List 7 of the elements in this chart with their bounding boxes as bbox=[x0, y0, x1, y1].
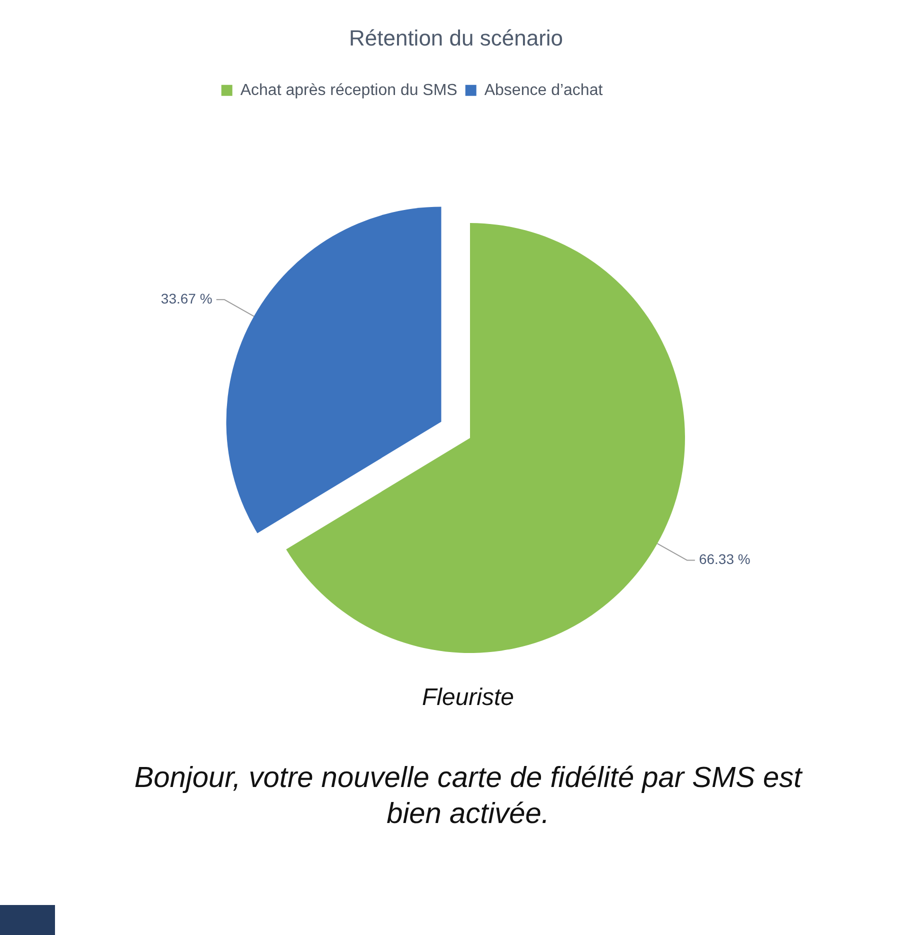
data-label: 33.67 % bbox=[160, 290, 212, 306]
legend-label: Absence d’achat bbox=[484, 82, 604, 99]
chart-title: Rétention du scénario bbox=[348, 25, 564, 50]
legend-label: Achat après réception du SMS bbox=[240, 82, 458, 99]
text: Fleuriste bbox=[420, 683, 516, 713]
text: Bonjour, votre nouvelle carte de fidélité par SMS est bien activée. bbox=[133, 761, 804, 832]
data-label: 66.33 % bbox=[698, 551, 750, 568]
